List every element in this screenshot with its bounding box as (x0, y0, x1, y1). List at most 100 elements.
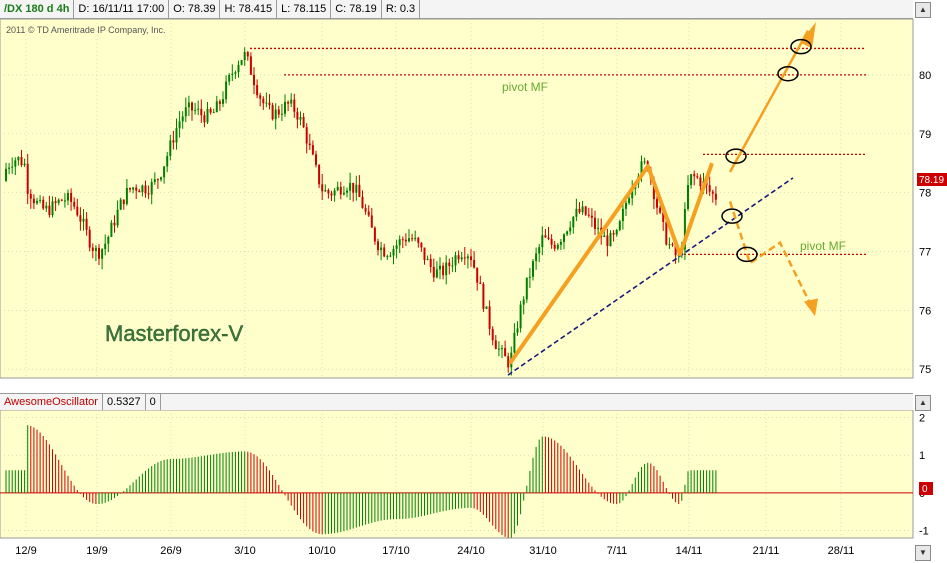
candle-body (581, 206, 584, 213)
price-chart[interactable]: 75 76 77 78 79 80 2011 © TD Ameritrade IP Com… (0, 19, 947, 379)
candle-body (23, 163, 26, 166)
candle-body (386, 256, 389, 258)
candle-body (122, 199, 125, 205)
candle-body (321, 184, 324, 192)
candle-body (299, 116, 302, 120)
candle-body (494, 340, 497, 349)
candle-body (14, 160, 17, 167)
candle-body (36, 200, 38, 204)
candle-body (628, 198, 631, 204)
candle-body (448, 262, 451, 267)
candle-body (305, 127, 308, 144)
candle-body (373, 227, 376, 242)
candle-body (674, 244, 677, 256)
candle-body (454, 255, 457, 266)
x-tick-label: 21/11 (753, 545, 780, 557)
candle-body (501, 348, 503, 350)
candle-body (20, 156, 23, 166)
highlight-circle (736, 246, 758, 263)
candle-body (116, 209, 119, 226)
candle-body (29, 193, 32, 199)
pivot-label: pivot MF (502, 80, 548, 94)
y-tick-label: 79 (919, 129, 931, 141)
range-readout: R: 0.3 (382, 0, 421, 18)
highlight-circle (721, 208, 743, 224)
candle-body (414, 237, 417, 240)
candle-body (696, 176, 699, 178)
candle-body (566, 231, 569, 235)
y-tick-label: 80 (919, 70, 931, 82)
x-tick-label: 14/11 (676, 545, 703, 557)
candle-body (401, 239, 404, 241)
candle-body (240, 60, 243, 65)
candle-body (88, 229, 91, 248)
candle-body (395, 245, 398, 249)
candle-body (451, 265, 454, 267)
candle-body (615, 229, 618, 235)
candle-body (315, 154, 317, 165)
candle-body (532, 261, 534, 277)
candle-body (426, 258, 429, 261)
candle-body (104, 243, 107, 250)
candle-body (296, 111, 299, 120)
x-tick-label: 3/10 (234, 545, 255, 557)
x-tick-label: 12/9 (15, 545, 36, 557)
y-tick-label: 77 (919, 246, 931, 258)
forecast-down-arrow (728, 201, 814, 308)
candle-body (578, 208, 581, 213)
candle-body (442, 265, 445, 276)
y-tick-label: 78 (919, 188, 931, 200)
oscillator-name[interactable]: AwesomeOscillator (0, 394, 103, 410)
candle-body (625, 203, 627, 209)
candle-body (621, 208, 624, 222)
candle-body (141, 185, 144, 193)
high-readout: H: 78.415 (220, 0, 278, 18)
candle-body (63, 200, 66, 202)
low-readout: L: 78.115 (277, 0, 332, 18)
symbol-label[interactable]: /DX 180 d 4h (0, 0, 75, 18)
x-tick-label: 26/9 (160, 545, 181, 557)
candle-body (584, 206, 587, 215)
candle-body (82, 218, 85, 222)
candle-body (234, 72, 237, 74)
candle-body (463, 257, 466, 259)
candle-body (662, 212, 665, 223)
candle-body (497, 348, 500, 350)
candle-body (262, 98, 265, 104)
candle-body (293, 99, 296, 112)
oscillator-chart[interactable]: 210-1 0 12/919/926/93/1010/1017/1024/103… (0, 410, 947, 563)
chevron-up-icon[interactable]: ▲ (915, 2, 931, 18)
candle-body (256, 85, 259, 96)
candle-body (175, 128, 178, 143)
candle-body (693, 174, 696, 177)
x-tick-label: 17/10 (382, 545, 410, 557)
x-tick-label: 24/10 (457, 545, 485, 557)
candle-body (435, 269, 438, 278)
candle-body (318, 164, 321, 185)
highlight-circle (777, 65, 799, 82)
candle-body (187, 102, 190, 108)
date-readout: D: 16/11/11 17:00 (74, 0, 170, 18)
close-readout: C: 78.19 (331, 0, 382, 18)
y-tick-label: 76 (919, 305, 931, 317)
x-tick-label: 7/11 (607, 545, 628, 557)
candle-body (271, 105, 274, 120)
candle-body (485, 306, 488, 309)
candle-body (699, 177, 702, 187)
candle-body (659, 207, 662, 213)
candle-body (194, 109, 197, 111)
candle-body (665, 222, 668, 245)
candle-body (367, 211, 370, 216)
candle-body (101, 249, 104, 259)
candle-body (206, 108, 209, 123)
chevron-down-icon[interactable]: ▼ (915, 545, 931, 561)
chevron-up-icon[interactable]: ▲ (915, 395, 931, 411)
candle-body (98, 247, 100, 259)
candle-body (290, 99, 293, 104)
candle-body (429, 258, 432, 267)
candle-body (5, 168, 7, 181)
wave-path (508, 162, 714, 365)
candle-body (268, 102, 271, 106)
candle-body (522, 299, 525, 305)
candle-body (569, 227, 572, 232)
